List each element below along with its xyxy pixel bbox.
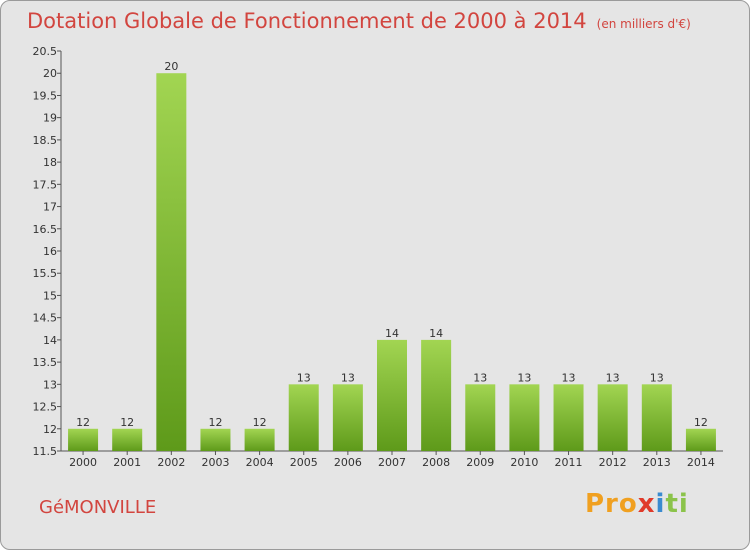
x-tick-label: 2005 <box>290 456 318 469</box>
x-tick-label: 2004 <box>246 456 274 469</box>
y-tick-label: 13.5 <box>33 356 58 369</box>
y-tick-label: 11.5 <box>33 445 58 458</box>
bar-2002[interactable] <box>156 73 187 451</box>
y-tick-label: 12 <box>43 423 57 436</box>
bar-2010[interactable] <box>509 384 540 451</box>
y-tick-label: 19 <box>43 112 57 125</box>
proxiti-logo[interactable]: Proxiti <box>585 489 689 519</box>
x-tick-label: 2014 <box>687 456 715 469</box>
y-tick-label: 14 <box>43 334 57 347</box>
bar-value-label: 12 <box>208 416 222 429</box>
chart-subtitle: (en milliers d'€) <box>596 17 691 31</box>
bar-value-label: 12 <box>694 416 708 429</box>
bar-2004[interactable] <box>244 428 275 451</box>
bar-2006[interactable] <box>332 384 363 451</box>
x-tick-label: 2012 <box>599 456 627 469</box>
y-tick-labels: 11.5 12 12.5 13 13.5 14 14.5 15 15.5 16 16.5 17 17.5… <box>33 45 61 458</box>
bar-2008[interactable] <box>421 339 452 451</box>
bar-value-label: 14 <box>429 327 443 340</box>
y-tick-label: 15 <box>43 289 57 302</box>
bar-2011[interactable] <box>553 384 584 451</box>
y-tick-label: 14.5 <box>33 312 58 325</box>
x-tick-label: 2013 <box>643 456 671 469</box>
x-tick-label: 2000 <box>69 456 97 469</box>
x-tick-label: 2001 <box>113 456 141 469</box>
bar-value-label: 12 <box>253 416 267 429</box>
bar-value-label: 13 <box>341 371 355 384</box>
y-tick-label: 12.5 <box>33 401 58 414</box>
x-tick-label: 2008 <box>422 456 450 469</box>
bar-2013[interactable] <box>641 384 672 451</box>
y-tick-label: 18 <box>43 156 57 169</box>
y-tick-label: 16 <box>43 245 57 258</box>
bar-2009[interactable] <box>465 384 496 451</box>
chart-title: Dotation Globale de Fonctionnement de 20… <box>27 9 691 33</box>
y-tick-label: 20 <box>43 67 57 80</box>
bar-value-label: 13 <box>297 371 311 384</box>
y-tick-label: 16.5 <box>33 223 58 236</box>
x-tick-label: 2007 <box>378 456 406 469</box>
logo-part: i <box>655 489 666 519</box>
commune-name: GéMONVILLE <box>39 497 157 518</box>
y-tick-label: 20.5 <box>33 45 58 58</box>
x-tick-label: 2011 <box>555 456 583 469</box>
y-tick-label: 17 <box>43 201 57 214</box>
chart-title-text: Dotation Globale de Fonctionnement de 20… <box>27 9 587 33</box>
bar-labels: 12 12 20 12 12 13 13 14 14 13 13 13 13 13 12 <box>76 60 708 429</box>
x-tick-label: 2002 <box>157 456 185 469</box>
bar-value-label: 20 <box>164 60 178 73</box>
bar-value-label: 12 <box>76 416 90 429</box>
y-tick-label: 19.5 <box>33 89 58 102</box>
logo-part: Pro <box>585 489 638 519</box>
bar-value-label: 14 <box>385 327 399 340</box>
x-tick-label: 2009 <box>466 456 494 469</box>
bar-2007[interactable] <box>377 339 407 451</box>
x-tick-label: 2006 <box>334 456 362 469</box>
x-tick-label: 2003 <box>201 456 229 469</box>
logo-part: ti <box>665 489 689 519</box>
y-tick-label: 13 <box>43 378 57 391</box>
bar-2001[interactable] <box>112 428 143 451</box>
bar-2003[interactable] <box>200 428 231 451</box>
bar-value-label: 13 <box>606 371 620 384</box>
y-tick-label: 18.5 <box>33 134 58 147</box>
bar-value-label: 13 <box>562 371 576 384</box>
logo-part: x <box>637 489 656 519</box>
x-tick-labels: 2000 2001 2002 2003 2004 2005 2006 2007 2008 2009… <box>69 451 715 469</box>
bar-value-label: 12 <box>120 416 134 429</box>
y-tick-label: 15.5 <box>33 267 58 280</box>
bar-2000[interactable] <box>68 428 99 451</box>
bar-2005[interactable] <box>288 384 319 451</box>
bar-2014[interactable] <box>685 428 716 451</box>
y-tick-label: 17.5 <box>33 178 58 191</box>
bar-value-label: 13 <box>473 371 487 384</box>
bars <box>68 73 716 451</box>
x-tick-label: 2010 <box>510 456 538 469</box>
bar-2012[interactable] <box>597 384 628 451</box>
bar-value-label: 13 <box>517 371 531 384</box>
bar-value-label: 13 <box>650 371 664 384</box>
